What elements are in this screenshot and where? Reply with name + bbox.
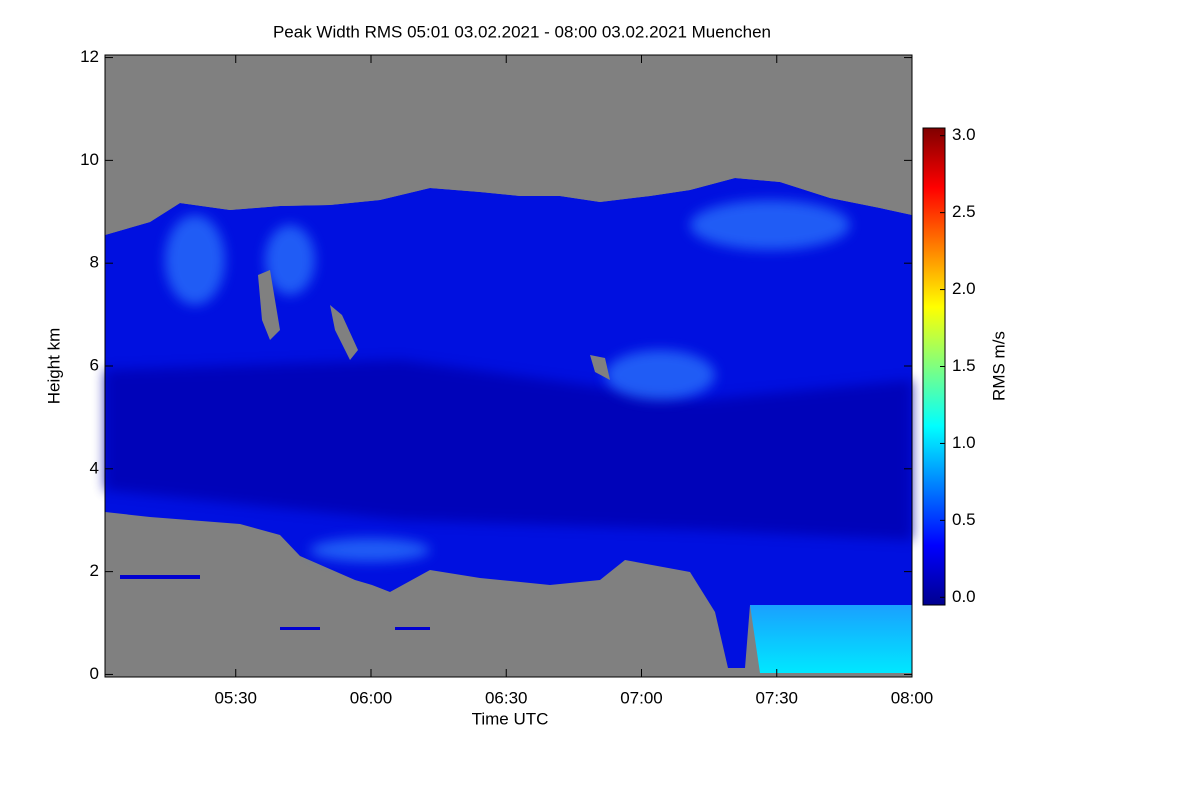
colorbar-tick-label: 0.0 (952, 587, 976, 606)
y-tick-label: 4 (90, 458, 99, 477)
y-tick-label: 8 (90, 253, 99, 272)
y-axis-label: Height km (44, 328, 63, 405)
y-tick-label: 2 (90, 561, 99, 580)
colorbar-tick-label: 2.5 (952, 202, 976, 221)
heatmap-field (105, 55, 912, 677)
colorbar-tick-label: 1.0 (952, 433, 976, 452)
x-tick-label: 08:00 (891, 688, 934, 707)
colorbar-tick-label: 2.0 (952, 279, 976, 298)
x-tick-label: 05:30 (214, 688, 257, 707)
x-tick-label: 06:00 (350, 688, 393, 707)
y-tick-label: 10 (80, 150, 99, 169)
x-tick-label: 07:30 (755, 688, 798, 707)
y-tick-label: 6 (90, 355, 99, 374)
x-axis-label: Time UTC (472, 709, 549, 728)
x-tick-label: 07:00 (620, 688, 663, 707)
colorbar-tick-label: 0.5 (952, 510, 976, 529)
y-tick-label: 0 (90, 664, 99, 683)
chart-title: Peak Width RMS 05:01 03.02.2021 - 08:00 … (273, 22, 771, 41)
y-tick-label: 12 (80, 47, 99, 66)
colorbar-tick-label: 3.0 (952, 125, 976, 144)
colorbar-label: RMS m/s (989, 331, 1008, 401)
x-tick-label: 06:30 (485, 688, 528, 707)
colorbar-tick-label: 1.5 (952, 356, 976, 375)
